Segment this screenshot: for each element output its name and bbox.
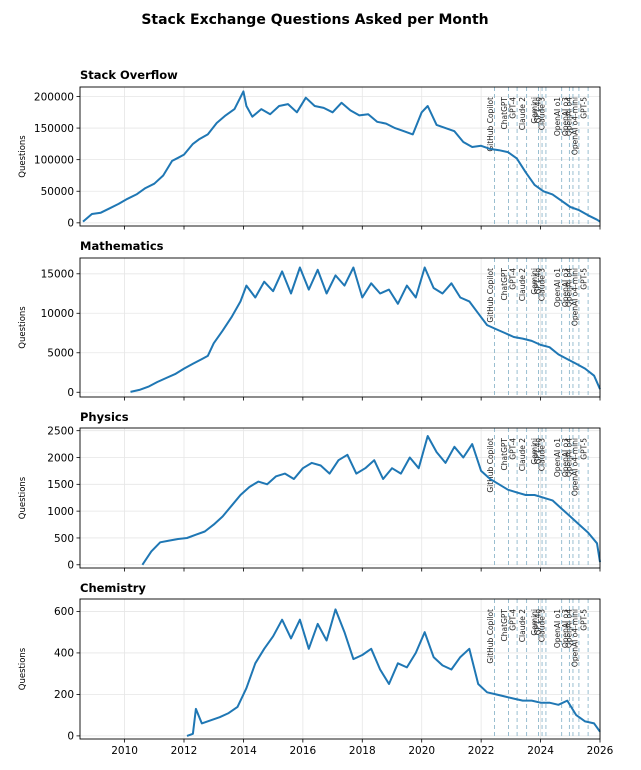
y-tick-label: 500 bbox=[54, 533, 74, 545]
series-line-stack-overflow bbox=[82, 90, 601, 223]
event-label-claude-2: Claude 2 bbox=[518, 609, 527, 642]
x-tick-label: 2010 bbox=[111, 745, 138, 757]
y-tick-label: 600 bbox=[54, 606, 74, 618]
event-label-openai-o1: OpenAI o1 bbox=[553, 609, 562, 648]
y-tick-label: 200 bbox=[54, 689, 74, 701]
event-label-openai-o3: OpenAI o3 bbox=[561, 268, 570, 307]
series-line-physics bbox=[141, 435, 601, 566]
y-axis-label: Questions bbox=[18, 306, 28, 349]
event-label-openai-o4: OpenAI o4 bbox=[564, 97, 573, 136]
y-tick-label: 0 bbox=[67, 731, 74, 743]
y-tick-label: 150000 bbox=[34, 123, 74, 135]
event-label-gpt-4o: GPT-4o bbox=[534, 609, 543, 636]
event-label-claude-2: Claude 2 bbox=[518, 268, 527, 301]
plot-frame bbox=[79, 598, 601, 740]
event-label-openai-o4-mini: OpenAI o4-mini bbox=[570, 268, 579, 326]
event-label-gpt-4: GPT-4 bbox=[509, 97, 518, 119]
series-line-chemistry bbox=[186, 608, 601, 737]
y-tick-label: 400 bbox=[54, 648, 74, 660]
figure-title: Stack Exchange Questions Asked per Month bbox=[141, 12, 488, 28]
event-label-openai-o4: OpenAI o4 bbox=[564, 609, 573, 648]
event-label-claude-3: Claude 3 bbox=[537, 609, 546, 642]
y-tick-label: 2500 bbox=[47, 425, 74, 437]
x-tick-label: 2014 bbox=[230, 745, 257, 757]
event-label-chatgpt: ChatGPT bbox=[500, 438, 509, 471]
event-label-claude-3: Claude 3 bbox=[537, 268, 546, 301]
event-label-gpt-4: GPT-4 bbox=[509, 438, 518, 460]
event-label-openai-o4: OpenAI o4 bbox=[564, 268, 573, 307]
event-label-gemini: Gemini bbox=[530, 268, 539, 295]
event-label-github-copilot: GitHub Copilot bbox=[486, 609, 495, 664]
event-label-chatgpt: ChatGPT bbox=[500, 609, 509, 642]
event-label-openai-o4-mini: OpenAI o4-mini bbox=[570, 97, 579, 155]
event-label-gemini: Gemini bbox=[530, 438, 539, 465]
y-tick-label: 10000 bbox=[41, 308, 74, 320]
event-label-openai-o3: OpenAI o3 bbox=[561, 609, 570, 648]
y-tick-label: 1000 bbox=[47, 506, 74, 518]
event-label-gpt-4o: GPT-4o bbox=[534, 438, 543, 465]
event-label-openai-o4-mini: OpenAI o4-mini bbox=[570, 609, 579, 667]
x-tick-label: 2024 bbox=[527, 745, 554, 757]
x-tick-label: 2022 bbox=[468, 745, 495, 757]
event-label-claude-2: Claude 2 bbox=[518, 97, 527, 130]
event-label-gpt-5: GPT-5 bbox=[580, 268, 589, 290]
x-tick-label: 2012 bbox=[171, 745, 198, 757]
event-label-chatgpt: ChatGPT bbox=[500, 97, 509, 130]
y-axis-label: Questions bbox=[18, 647, 28, 690]
y-tick-label: 1500 bbox=[47, 479, 74, 491]
plot-frame bbox=[79, 427, 601, 569]
event-label-gpt-4o: GPT-4o bbox=[534, 268, 543, 295]
event-label-claude-2: Claude 2 bbox=[518, 438, 527, 471]
event-label-gpt-5: GPT-5 bbox=[580, 97, 589, 119]
event-label-gemini: Gemini bbox=[530, 97, 539, 124]
event-label-github-copilot: GitHub Copilot bbox=[486, 97, 495, 152]
event-label-gpt-4: GPT-4 bbox=[509, 609, 518, 631]
y-tick-label: 0 bbox=[67, 218, 74, 230]
y-tick-label: 200000 bbox=[34, 91, 74, 103]
y-tick-label: 100000 bbox=[34, 154, 74, 166]
event-label-openai-o3: OpenAI o3 bbox=[561, 97, 570, 136]
panel-title: Chemistry bbox=[80, 581, 146, 595]
x-tick-label: 2020 bbox=[408, 745, 435, 757]
series-line-mathematics bbox=[130, 266, 601, 393]
event-label-openai-o1: OpenAI o1 bbox=[553, 438, 562, 477]
plot-frame bbox=[79, 86, 601, 227]
event-label-openai-o1: OpenAI o1 bbox=[553, 97, 562, 136]
y-axis-label: Questions bbox=[18, 476, 28, 519]
y-tick-label: 15000 bbox=[41, 269, 74, 281]
event-label-claude-3: Claude 3 bbox=[537, 438, 546, 471]
event-label-openai-o3: OpenAI o3 bbox=[561, 438, 570, 477]
panel-title: Physics bbox=[80, 410, 129, 424]
x-tick-label: 2016 bbox=[289, 745, 316, 757]
event-label-gpt-5: GPT-5 bbox=[580, 438, 589, 460]
event-label-openai-o4: OpenAI o4 bbox=[564, 438, 573, 477]
event-label-gpt-5: GPT-5 bbox=[580, 609, 589, 631]
y-tick-label: 5000 bbox=[47, 348, 74, 360]
y-axis-label: Questions bbox=[18, 135, 28, 178]
plot-frame bbox=[79, 257, 601, 398]
y-tick-label: 0 bbox=[67, 560, 74, 572]
y-tick-label: 50000 bbox=[41, 186, 74, 198]
x-tick-label: 2018 bbox=[349, 745, 376, 757]
event-label-gpt-4o: GPT-4o bbox=[534, 97, 543, 124]
y-tick-label: 0 bbox=[67, 387, 74, 399]
panel-title: Stack Overflow bbox=[80, 68, 178, 82]
panel-title: Mathematics bbox=[80, 239, 164, 253]
event-label-openai-o1: OpenAI o1 bbox=[553, 268, 562, 307]
event-label-github-copilot: GitHub Copilot bbox=[486, 438, 495, 493]
event-label-chatgpt: ChatGPT bbox=[500, 268, 509, 301]
x-tick-label: 2026 bbox=[587, 745, 614, 757]
y-tick-label: 2000 bbox=[47, 452, 74, 464]
event-label-gpt-4: GPT-4 bbox=[509, 268, 518, 290]
event-label-gemini: Gemini bbox=[530, 609, 539, 636]
event-label-github-copilot: GitHub Copilot bbox=[486, 268, 495, 323]
event-label-claude-3: Claude 3 bbox=[537, 97, 546, 130]
event-label-openai-o4-mini: OpenAI o4-mini bbox=[570, 438, 579, 496]
